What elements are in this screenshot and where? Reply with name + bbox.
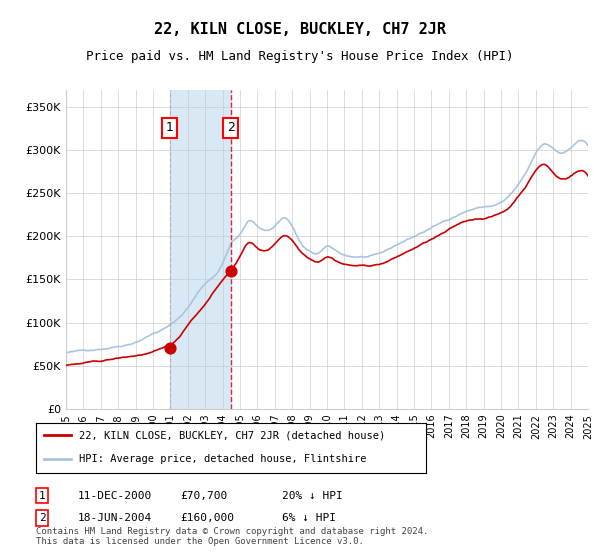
Text: Price paid vs. HM Land Registry's House Price Index (HPI): Price paid vs. HM Land Registry's House … [86,50,514,63]
Text: 22, KILN CLOSE, BUCKLEY, CH7 2JR: 22, KILN CLOSE, BUCKLEY, CH7 2JR [154,22,446,38]
Point [165,343,175,352]
Text: 6% ↓ HPI: 6% ↓ HPI [282,513,336,523]
Bar [170,90,230,409]
Text: 18-JUN-2004: 18-JUN-2004 [78,513,152,523]
Point [226,267,235,276]
Text: HPI: Average price, detached house, Flintshire: HPI: Average price, detached house, Flin… [79,454,367,464]
Text: 1: 1 [38,491,46,501]
Text: 2: 2 [227,122,235,134]
Text: Contains HM Land Registry data © Crown copyright and database right 2024.
This d: Contains HM Land Registry data © Crown c… [36,526,428,546]
Text: 20% ↓ HPI: 20% ↓ HPI [282,491,343,501]
Text: 22, KILN CLOSE, BUCKLEY, CH7 2JR (detached house): 22, KILN CLOSE, BUCKLEY, CH7 2JR (detach… [79,431,385,440]
Text: £160,000: £160,000 [180,513,234,523]
Text: £70,700: £70,700 [180,491,227,501]
Text: 1: 1 [166,122,173,134]
Text: 2: 2 [38,513,46,523]
Text: 11-DEC-2000: 11-DEC-2000 [78,491,152,501]
